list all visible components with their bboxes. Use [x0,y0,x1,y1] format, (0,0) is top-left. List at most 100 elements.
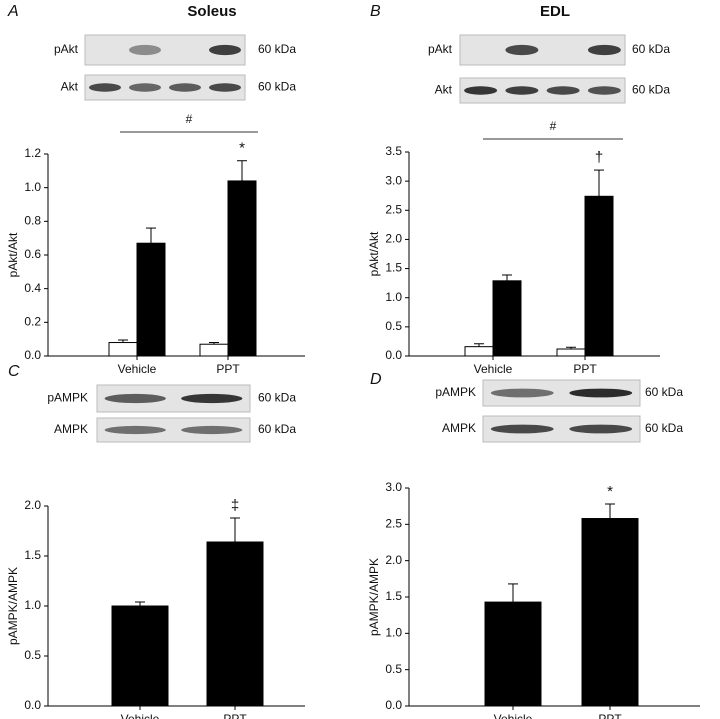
bracket-label: # [186,112,193,126]
y-tick-label: 2.0 [385,553,402,567]
bar [464,346,494,357]
y-tick-label: 1.5 [385,261,402,275]
blot-kda: 60 kDa [645,385,683,399]
x-tick-label: Vehicle [494,712,533,719]
y-tick-label: 2.5 [385,517,402,531]
y-axis-label: pAMPK/AMPK [6,567,20,645]
bracket-label: # [550,119,557,133]
bar [136,242,166,357]
blot-kda: 60 kDa [258,42,296,56]
bar [492,280,522,357]
y-tick-label: 2.0 [24,498,41,512]
bar [227,180,257,357]
blot-band [129,83,161,92]
blot-label: pAkt [54,42,79,56]
y-tick-label: 0.0 [385,348,402,362]
panel-letter: B [370,3,381,20]
blot-band [569,424,633,434]
blot-band [505,86,539,95]
y-tick-label: 0.8 [24,214,41,228]
panel-title: EDL [540,3,570,20]
blot-band [181,425,243,435]
blot-band [490,388,554,398]
y-tick-label: 0.5 [385,319,402,333]
blot-band [209,83,241,92]
x-tick-label: PPT [598,712,622,719]
y-tick-label: 1.0 [385,626,402,640]
y-tick-label: 0.0 [385,698,402,712]
significance-marker: * [239,140,245,157]
blot-label: AMPK [54,422,88,436]
bar [108,342,138,357]
bar [556,348,586,357]
blot-band [104,393,166,404]
blot-band [209,44,241,56]
panel-letter: C [8,363,20,380]
blot-band [490,424,554,434]
x-tick-label: PPT [223,712,247,719]
panel-title: Soleus [187,3,236,20]
blot-band [464,86,498,95]
y-axis-label: pAkt/Akt [367,231,381,276]
blot-band [569,388,633,398]
y-tick-label: 0.0 [24,698,41,712]
significance-marker: ‡ [231,497,239,514]
bar [581,518,639,707]
blot-label: pAMPK [435,385,476,399]
x-tick-label: PPT [216,362,240,376]
blot-kda: 60 kDa [632,42,670,56]
blot-kda: 60 kDa [632,83,670,97]
y-tick-label: 1.5 [385,589,402,603]
y-tick-label: 1.0 [24,598,41,612]
significance-marker: † [595,149,603,166]
x-tick-label: Vehicle [474,362,513,376]
y-tick-label: 1.2 [24,146,41,160]
blot-kda: 60 kDa [258,391,296,405]
blot-band [89,83,121,92]
x-tick-label: Vehicle [118,362,157,376]
y-tick-label: 2.0 [385,232,402,246]
bar [584,195,614,357]
blot-label: pAkt [428,42,453,56]
significance-marker: * [607,483,613,500]
panel-letter: D [370,371,382,388]
y-tick-label: 0.5 [385,662,402,676]
bar [206,541,264,707]
bar [111,605,169,707]
blot-label: Akt [61,80,79,94]
bar [199,343,229,357]
blot-kda: 60 kDa [258,80,296,94]
blot-label: AMPK [442,421,476,435]
y-tick-label: 3.0 [385,173,402,187]
blot-kda: 60 kDa [258,422,296,436]
blot-band [587,44,621,56]
x-tick-label: PPT [573,362,597,376]
blot-band [129,44,161,56]
y-tick-label: 1.0 [24,180,41,194]
blot-band [546,86,580,95]
y-tick-label: 3.5 [385,144,402,158]
blot-band [587,86,621,95]
blot-band [169,83,201,92]
blot-kda: 60 kDa [645,421,683,435]
bar [484,601,542,707]
y-tick-label: 0.2 [24,315,41,329]
y-axis-label: pAkt/Akt [6,232,20,277]
panel: A Soleus pAkt 60 kDa Akt 60 kDa #0.0 0.2 0.4 0.6 0… [6,3,305,376]
y-tick-label: 0.6 [24,247,41,261]
y-tick-label: 3.0 [385,480,402,494]
y-tick-label: 1.0 [385,290,402,304]
blot-band [104,425,166,435]
blot-label: pAMPK [47,391,88,405]
blot-label: Akt [435,83,453,97]
x-tick-label: Vehicle [121,712,160,719]
blot-band [181,393,243,404]
y-tick-label: 2.5 [385,202,402,216]
y-tick-label: 1.5 [24,548,41,562]
y-tick-label: 0.4 [24,281,41,295]
y-tick-label: 0.0 [24,348,41,362]
blot-band [505,44,539,56]
y-axis-label: pAMPK/AMPK [367,558,381,636]
